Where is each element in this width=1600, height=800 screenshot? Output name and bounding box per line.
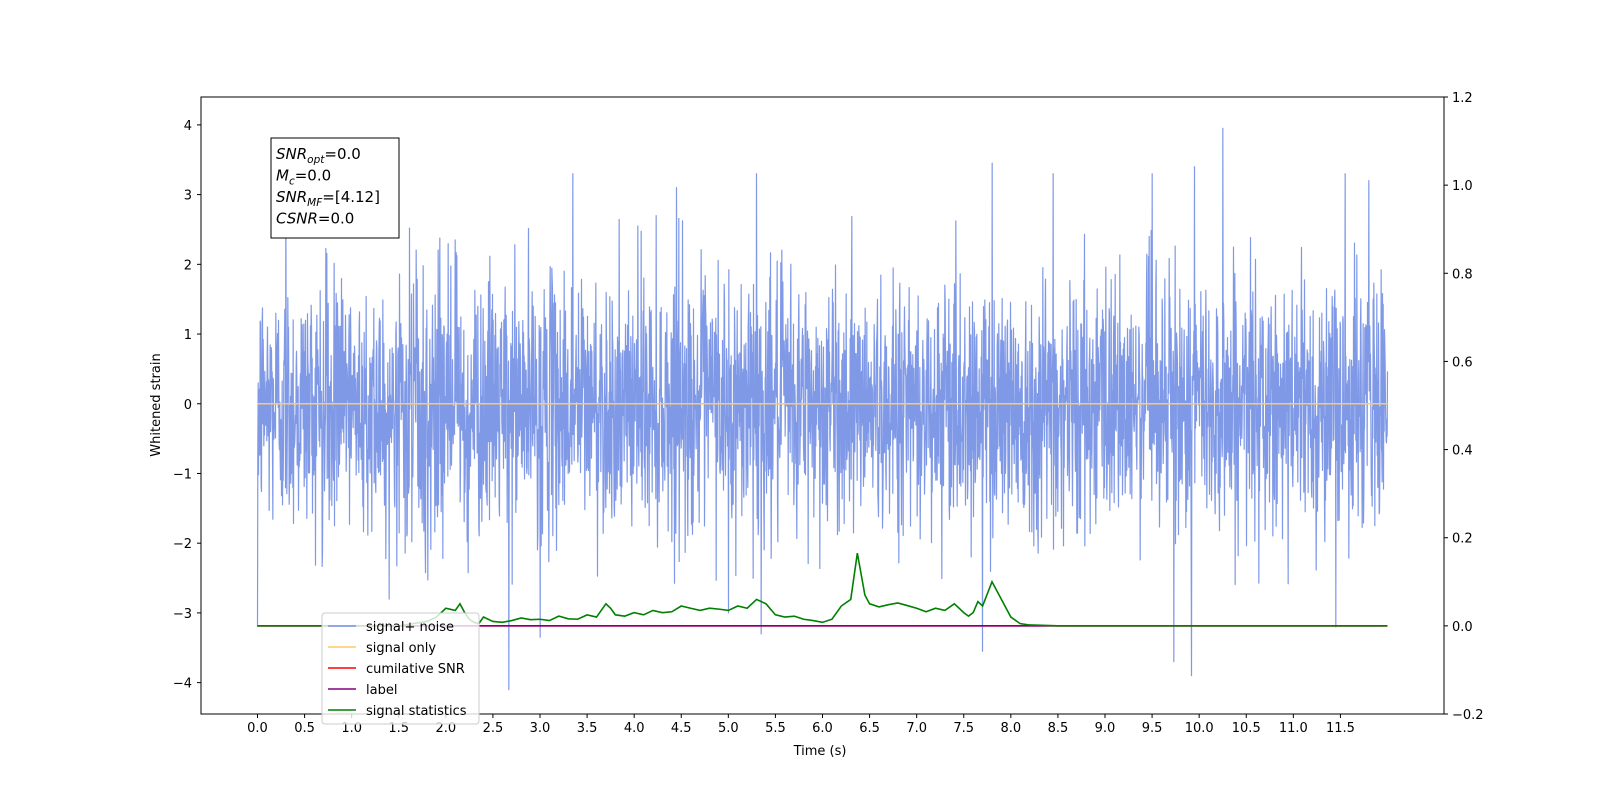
- y-tick-label: −2: [173, 537, 192, 552]
- series-signal-statistics-line: [257, 552, 1388, 627]
- x-tick-label: 1.5: [388, 721, 409, 736]
- x-tick-label: 10.5: [1232, 721, 1261, 736]
- x-axis-label: Time (s): [793, 744, 847, 759]
- y2-tick-label: 0.6: [1452, 355, 1473, 370]
- y2-tick-label: 1.0: [1452, 179, 1473, 194]
- annotation-line: SNRMF=[4.12]: [276, 188, 380, 209]
- y-tick-label: 4: [184, 119, 192, 134]
- y-tick-label: −4: [173, 677, 192, 692]
- y2-tick-label: 0.0: [1452, 620, 1473, 635]
- annotation-box-frame: [270, 137, 400, 239]
- x-tick-label: 8.0: [1000, 721, 1021, 736]
- y2-tick-label: 0.2: [1452, 532, 1473, 547]
- x-tick-label: 3.0: [530, 721, 551, 736]
- y-axis-label: Whitened strain: [149, 353, 164, 456]
- legend-entry-label: signal only: [366, 641, 436, 656]
- y2-tick-label: 1.2: [1452, 91, 1473, 106]
- legend-entry-label: signal statistics: [366, 704, 467, 719]
- x-tick-label: 0.0: [247, 721, 268, 736]
- annotation-line: Mc=0.0: [276, 167, 331, 188]
- y-axis-left: −4 −3 −2 −1 0 1 2 3 4: [173, 119, 201, 692]
- annotation-line: SNRopt=0.0: [276, 145, 361, 166]
- y-tick-label: 2: [184, 258, 192, 273]
- x-tick-label: 3.5: [577, 721, 598, 736]
- x-tick-label: 4.0: [624, 721, 645, 736]
- y-tick-label: −3: [173, 607, 192, 622]
- y-tick-label: 3: [184, 189, 192, 204]
- legend-entry-label: cumilative SNR: [366, 662, 465, 677]
- y-tick-label: 0: [184, 398, 192, 413]
- legend-frame: [321, 612, 480, 725]
- y-tick-label: −1: [173, 467, 192, 482]
- x-tick-label: 11.5: [1326, 721, 1355, 736]
- x-tick-label: 2.0: [435, 721, 456, 736]
- x-axis: 0.0 0.5 1.0 1.5 2.0 2.5 3.0 3.5 4.0 4.5 5.0 5.5 6.0 6…: [247, 714, 1355, 736]
- x-tick-label: 9.5: [1142, 721, 1163, 736]
- x-tick-label: 11.0: [1279, 721, 1308, 736]
- x-tick-label: 7.0: [906, 721, 927, 736]
- legend-entry-label: signal+ noise: [366, 620, 454, 635]
- x-tick-label: 2.5: [483, 721, 504, 736]
- x-tick-label: 10.0: [1185, 721, 1214, 736]
- legend: signal+ noise signal only cumilative SNR la…: [321, 612, 480, 725]
- x-tick-label: 1.0: [341, 721, 362, 736]
- annotation-line: CSNR=0.0: [276, 210, 354, 228]
- y2-tick-label: 0.8: [1452, 267, 1473, 282]
- x-tick-label: 6.0: [812, 721, 833, 736]
- series-signal-noise-line: [256, 127, 1389, 691]
- x-tick-label: 5.0: [718, 721, 739, 736]
- x-tick-label: 0.5: [294, 721, 315, 736]
- x-tick-label: 9.0: [1095, 721, 1116, 736]
- x-tick-label: 4.5: [671, 721, 692, 736]
- y-axis-right: −0.2 0.0 0.2 0.4 0.6 0.8 1.0 1.2: [1444, 91, 1484, 723]
- y2-tick-label: 0.4: [1452, 444, 1473, 459]
- y2-tick-label: −0.2: [1452, 708, 1484, 723]
- x-tick-label: 5.5: [765, 721, 786, 736]
- x-tick-label: 6.5: [859, 721, 880, 736]
- x-tick-label: 7.5: [953, 721, 974, 736]
- legend-entry-label: label: [366, 683, 397, 698]
- x-tick-label: 8.5: [1048, 721, 1069, 736]
- y-tick-label: 1: [184, 328, 192, 343]
